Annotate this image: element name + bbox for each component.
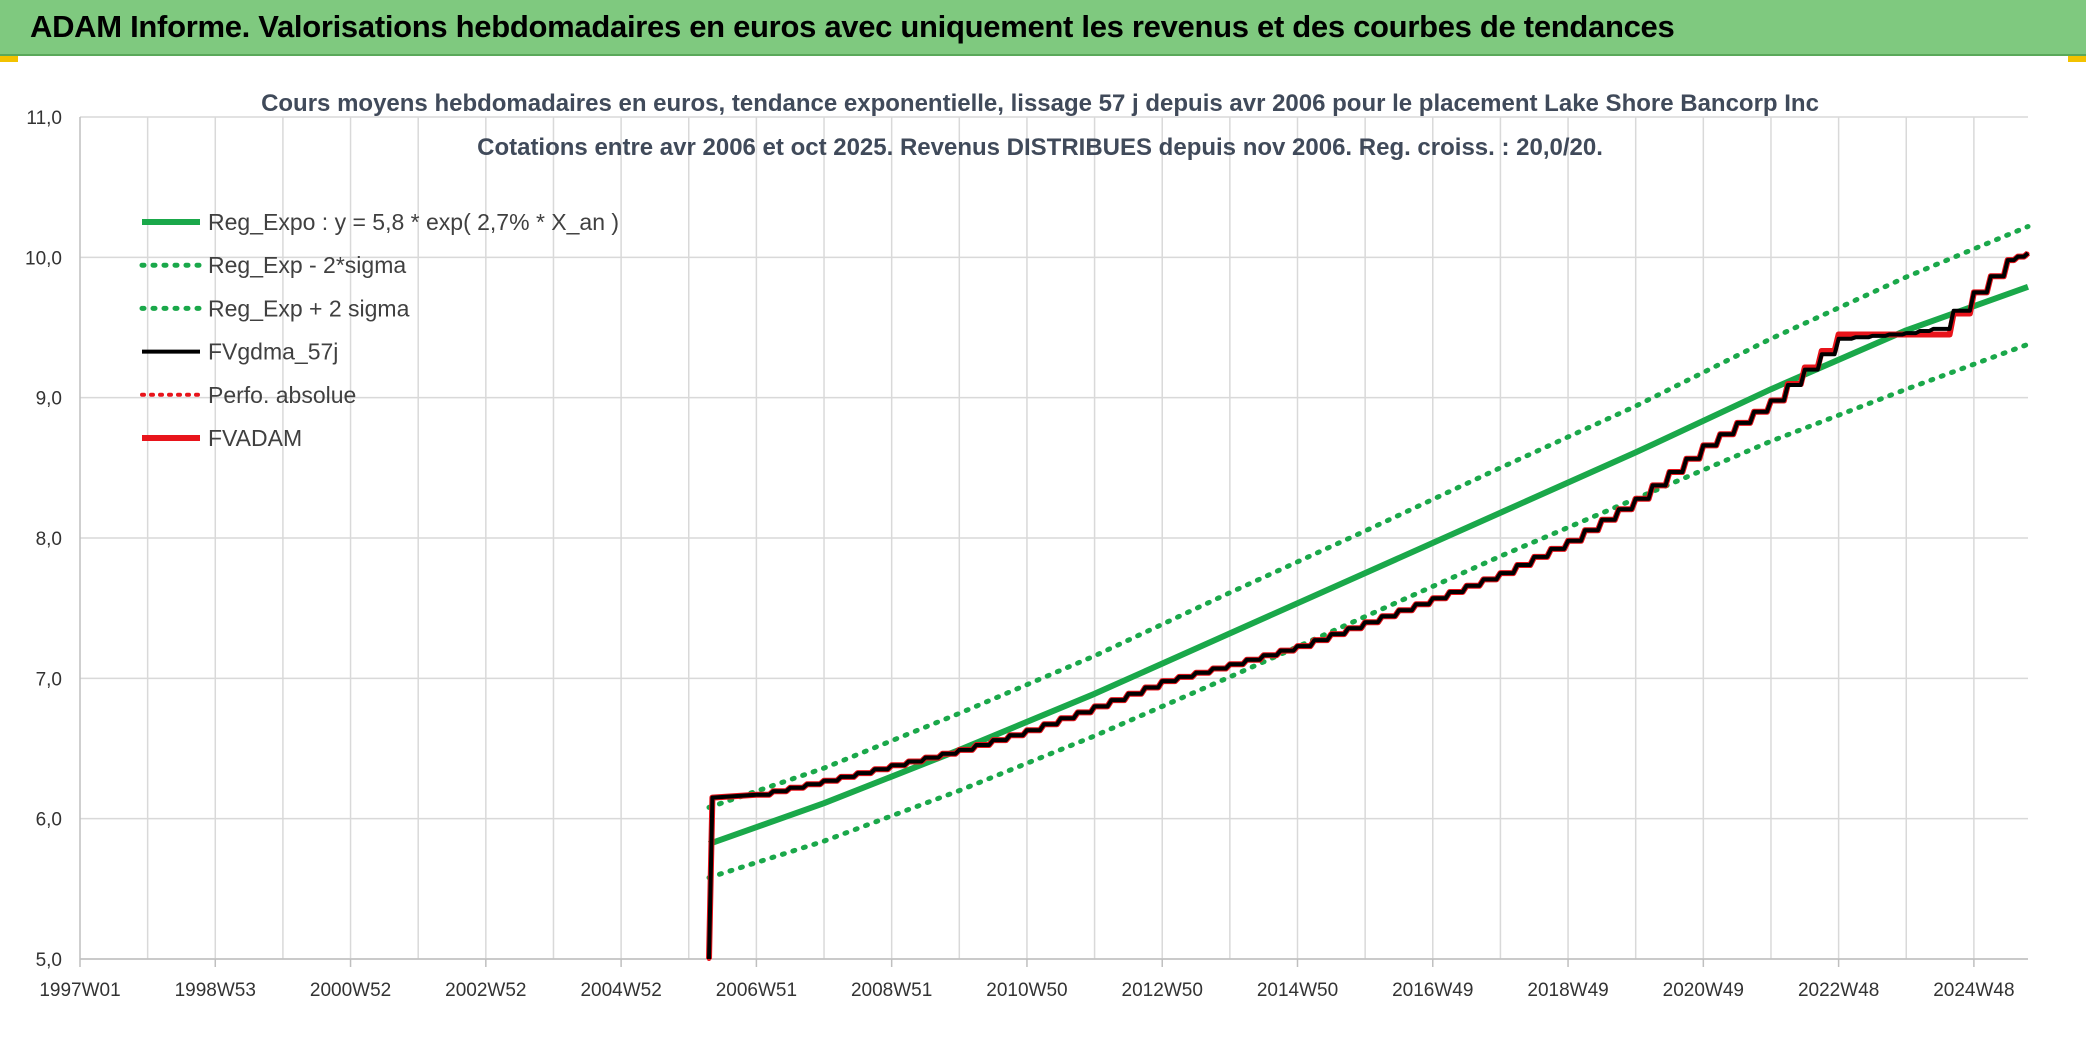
series-line-3 — [707, 251, 2030, 960]
legend-label: Perfo. absolue — [208, 382, 356, 408]
axes: 5,0 6,0 7,0 8,0 9,0 10,0 11,0 1997W01 1998W53 200… — [25, 108, 2028, 1001]
grid-lines — [80, 116, 2028, 960]
y-tick-label: 11,0 — [26, 108, 62, 129]
legend-label: FVADAM — [208, 425, 302, 451]
y-tick-label: 9,0 — [36, 389, 62, 410]
y-tick-label: 6,0 — [36, 810, 62, 831]
legend-label: FVgdma_57j — [208, 339, 338, 365]
y-tick-label: 5,0 — [36, 950, 62, 971]
x-tick-label: 2008W51 — [851, 980, 932, 1001]
chart-title-line1: Cours moyens hebdomadaires en euros, ten… — [261, 90, 1819, 117]
legend-label: Reg_Exp - 2*sigma — [208, 252, 406, 278]
x-tick-label: 2004W52 — [580, 980, 661, 1001]
x-tick-label: 1997W01 — [39, 980, 120, 1001]
x-tick-label: 2018W49 — [1527, 980, 1608, 1001]
series-lines — [706, 224, 2031, 961]
x-tick-label: 2024W48 — [1933, 980, 2014, 1001]
report-title: ADAM Informe. Valorisations hebdomadaire… — [30, 9, 1675, 44]
x-tick-label: 2016W49 — [1392, 980, 1473, 1001]
x-tick-label: 2006W51 — [716, 980, 797, 1001]
x-tick-label: 2010W50 — [986, 980, 1067, 1001]
report-banner: ADAM Informe. Valorisations hebdomadaire… — [0, 0, 2086, 56]
x-tick-label: 2014W50 — [1257, 980, 1338, 1001]
x-tick-label: 2022W48 — [1798, 980, 1879, 1001]
line-chart: 5,0 6,0 7,0 8,0 9,0 10,0 11,0 1997W01 1998W53 200… — [25, 90, 2031, 1001]
chart-title-line2: Cotations entre avr 2006 et oct 2025. Re… — [477, 134, 1603, 161]
legend-label: Reg_Expo : y = 5,8 * exp( 2,7% * X_an ) — [208, 209, 619, 235]
y-tick-label: 8,0 — [36, 529, 62, 550]
x-tick-label: 2000W52 — [310, 980, 391, 1001]
series-line-4 — [707, 251, 2030, 961]
x-tick-label: 2012W50 — [1122, 980, 1203, 1001]
right-corner-accent — [2068, 56, 2086, 62]
left-corner-accent — [0, 56, 18, 62]
series-line-1 — [706, 341, 2031, 881]
y-tick-label: 10,0 — [25, 248, 62, 269]
legend-label: Reg_Exp + 2 sigma — [208, 295, 410, 321]
legend: Reg_Expo : y = 5,8 * exp( 2,7% * X_an ) R… — [139, 209, 619, 451]
chart-area: 5,0 6,0 7,0 8,0 9,0 10,0 11,0 1997W01 1998W53 200… — [0, 58, 2086, 1037]
series-line-5 — [706, 250, 2030, 960]
x-tick-label: 2020W49 — [1663, 980, 1744, 1001]
x-tick-label: 2002W52 — [445, 980, 526, 1001]
y-tick-label: 7,0 — [36, 669, 62, 690]
series-line-2 — [706, 224, 2031, 810]
x-tick-label: 1998W53 — [175, 980, 256, 1001]
